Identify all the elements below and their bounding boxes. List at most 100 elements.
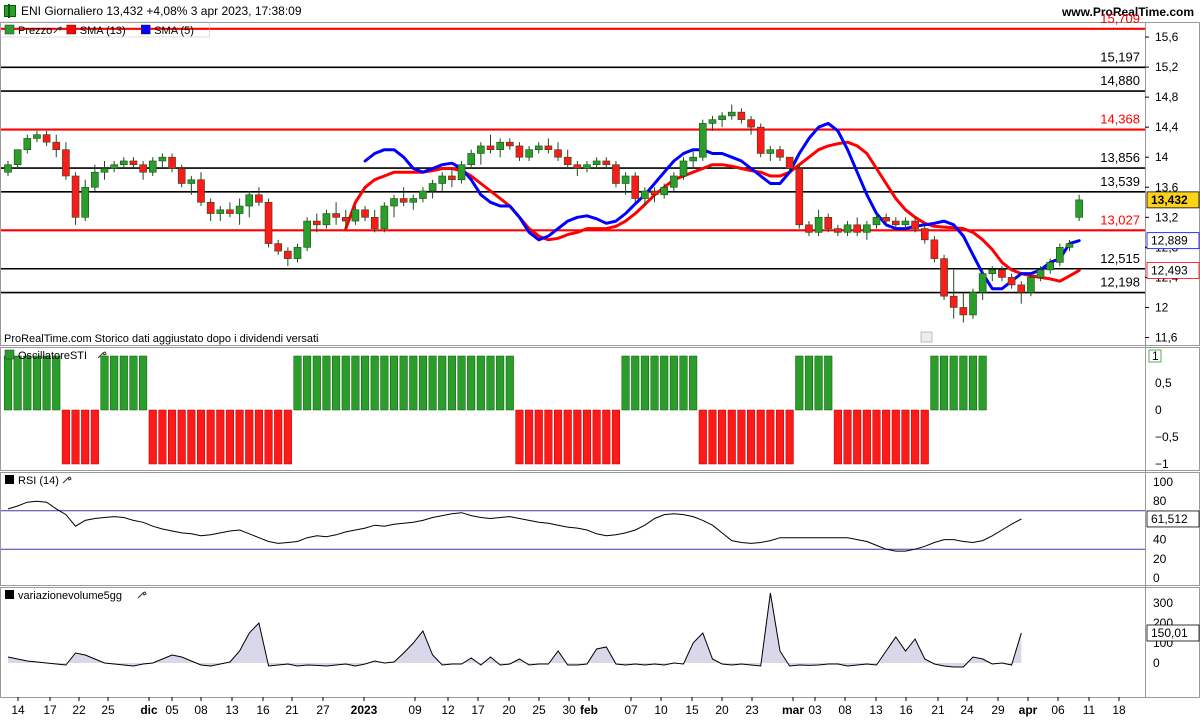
oscillator-bar — [737, 409, 746, 465]
candle-body — [505, 141, 514, 147]
x-tick-label: 13 — [869, 703, 883, 717]
rsi-line — [7, 500, 1022, 552]
x-tick-label: 16 — [256, 703, 270, 717]
oscillator-bar — [322, 355, 331, 411]
wrench-icon[interactable] — [62, 476, 72, 484]
level-label: 15,709 — [1100, 11, 1140, 26]
oscillator-bar — [100, 355, 109, 411]
oscillator-bar — [206, 409, 215, 465]
oscillator-bar — [563, 409, 572, 465]
candle-body — [438, 175, 447, 184]
candle-body — [602, 160, 611, 166]
oscillator-bar — [882, 409, 891, 465]
sma13-line — [344, 140, 1081, 283]
x-tick-label: 2023 — [351, 703, 378, 717]
candle-body — [911, 220, 919, 229]
x-tick-label: mar — [782, 703, 804, 717]
candle-body — [872, 217, 881, 226]
wrench-icon[interactable] — [97, 351, 107, 359]
candle-body — [274, 243, 283, 252]
candle-body — [959, 307, 968, 316]
price-tick-label: 14,4 — [1155, 120, 1179, 134]
oscillator-bar — [158, 409, 167, 465]
candle-body — [419, 190, 427, 199]
oscillator-bar — [582, 409, 592, 465]
candle-body — [795, 168, 804, 226]
oscillator-bar — [418, 355, 427, 411]
x-tick-label: 21 — [931, 703, 945, 717]
oscillator-bar — [177, 409, 186, 465]
oscillator-bar — [756, 409, 765, 465]
oscillator-bar — [872, 409, 881, 465]
candle-body — [554, 149, 562, 158]
x-tick-label: 11 — [1083, 703, 1096, 717]
oscillator-bar — [621, 355, 630, 411]
candle-body — [824, 217, 833, 229]
last-price-tag: 13,432 — [1151, 193, 1188, 207]
oscillator-bar — [52, 355, 61, 411]
volume-line — [7, 592, 1022, 668]
oscillator-bar — [148, 409, 157, 465]
price-tick-label: 13,6 — [1155, 180, 1179, 194]
oscillator-bar — [940, 355, 949, 411]
legend-swatch[interactable] — [4, 24, 15, 35]
oscillator-bar — [196, 409, 206, 465]
legend-swatch[interactable] — [66, 24, 77, 35]
oscillator-bar — [23, 355, 32, 411]
site-label[interactable]: www.ProRealTime.com — [1061, 5, 1194, 19]
legend-swatch[interactable] — [5, 475, 14, 484]
oscillator-bar — [698, 409, 707, 465]
oscillator-bar — [631, 355, 640, 411]
candle-body — [312, 220, 321, 226]
calendar-icon[interactable] — [920, 331, 933, 343]
candle-body — [776, 149, 784, 158]
candle-body — [978, 273, 987, 293]
legend-label: Prezzo — [18, 25, 52, 37]
candle-body — [698, 123, 707, 158]
oscillator-bar — [119, 355, 128, 411]
legend-swatch[interactable] — [140, 24, 151, 35]
x-tick-label: 06 — [1051, 703, 1065, 717]
data-note: ProRealTime.com Storico dati aggiustato … — [4, 333, 318, 345]
candle-body — [747, 119, 755, 128]
candle-body — [168, 156, 176, 169]
legend-swatch[interactable] — [5, 590, 14, 599]
oscillator-bar — [42, 355, 51, 411]
flag-icon[interactable] — [4, 4, 16, 18]
oscillator-bar — [447, 355, 456, 411]
wrench-icon[interactable] — [137, 591, 147, 599]
oscillator-bar — [554, 409, 563, 465]
oscillator-bar — [862, 409, 871, 465]
candle-body — [110, 164, 118, 169]
candle-body — [52, 141, 61, 150]
oscillator-bar — [968, 355, 978, 411]
candle-body — [148, 160, 157, 173]
oscillator-bar — [139, 355, 148, 411]
rsi-tick-label: 80 — [1153, 494, 1167, 508]
sma5-tag: 12,889 — [1151, 234, 1188, 248]
candle-body — [631, 175, 640, 199]
oscillator-bar — [959, 355, 968, 411]
osc-tag-box — [1148, 349, 1162, 363]
wrench-icon[interactable] — [53, 26, 63, 34]
candle-body — [515, 145, 524, 158]
oscillator-bar — [293, 355, 302, 411]
oscillator-legend: OscillatoreSTI — [18, 350, 87, 362]
candle-body — [544, 145, 553, 150]
oscillator-bar — [727, 409, 736, 465]
candle-body — [255, 194, 263, 203]
oscillator-bar — [409, 355, 418, 411]
x-tick-label: 08 — [194, 703, 208, 717]
legend-swatch[interactable] — [4, 349, 15, 360]
rsi-tick-label: 0 — [1153, 571, 1160, 585]
candle-body — [226, 209, 234, 214]
candle-body — [370, 217, 379, 229]
oscillator-bar — [689, 355, 698, 411]
candle-body — [361, 209, 369, 218]
candle-body — [660, 186, 669, 196]
rsi-tick-label: 20 — [1153, 552, 1167, 566]
candle-body — [1046, 262, 1054, 271]
candle-body — [525, 149, 533, 158]
candle-body — [621, 175, 630, 184]
